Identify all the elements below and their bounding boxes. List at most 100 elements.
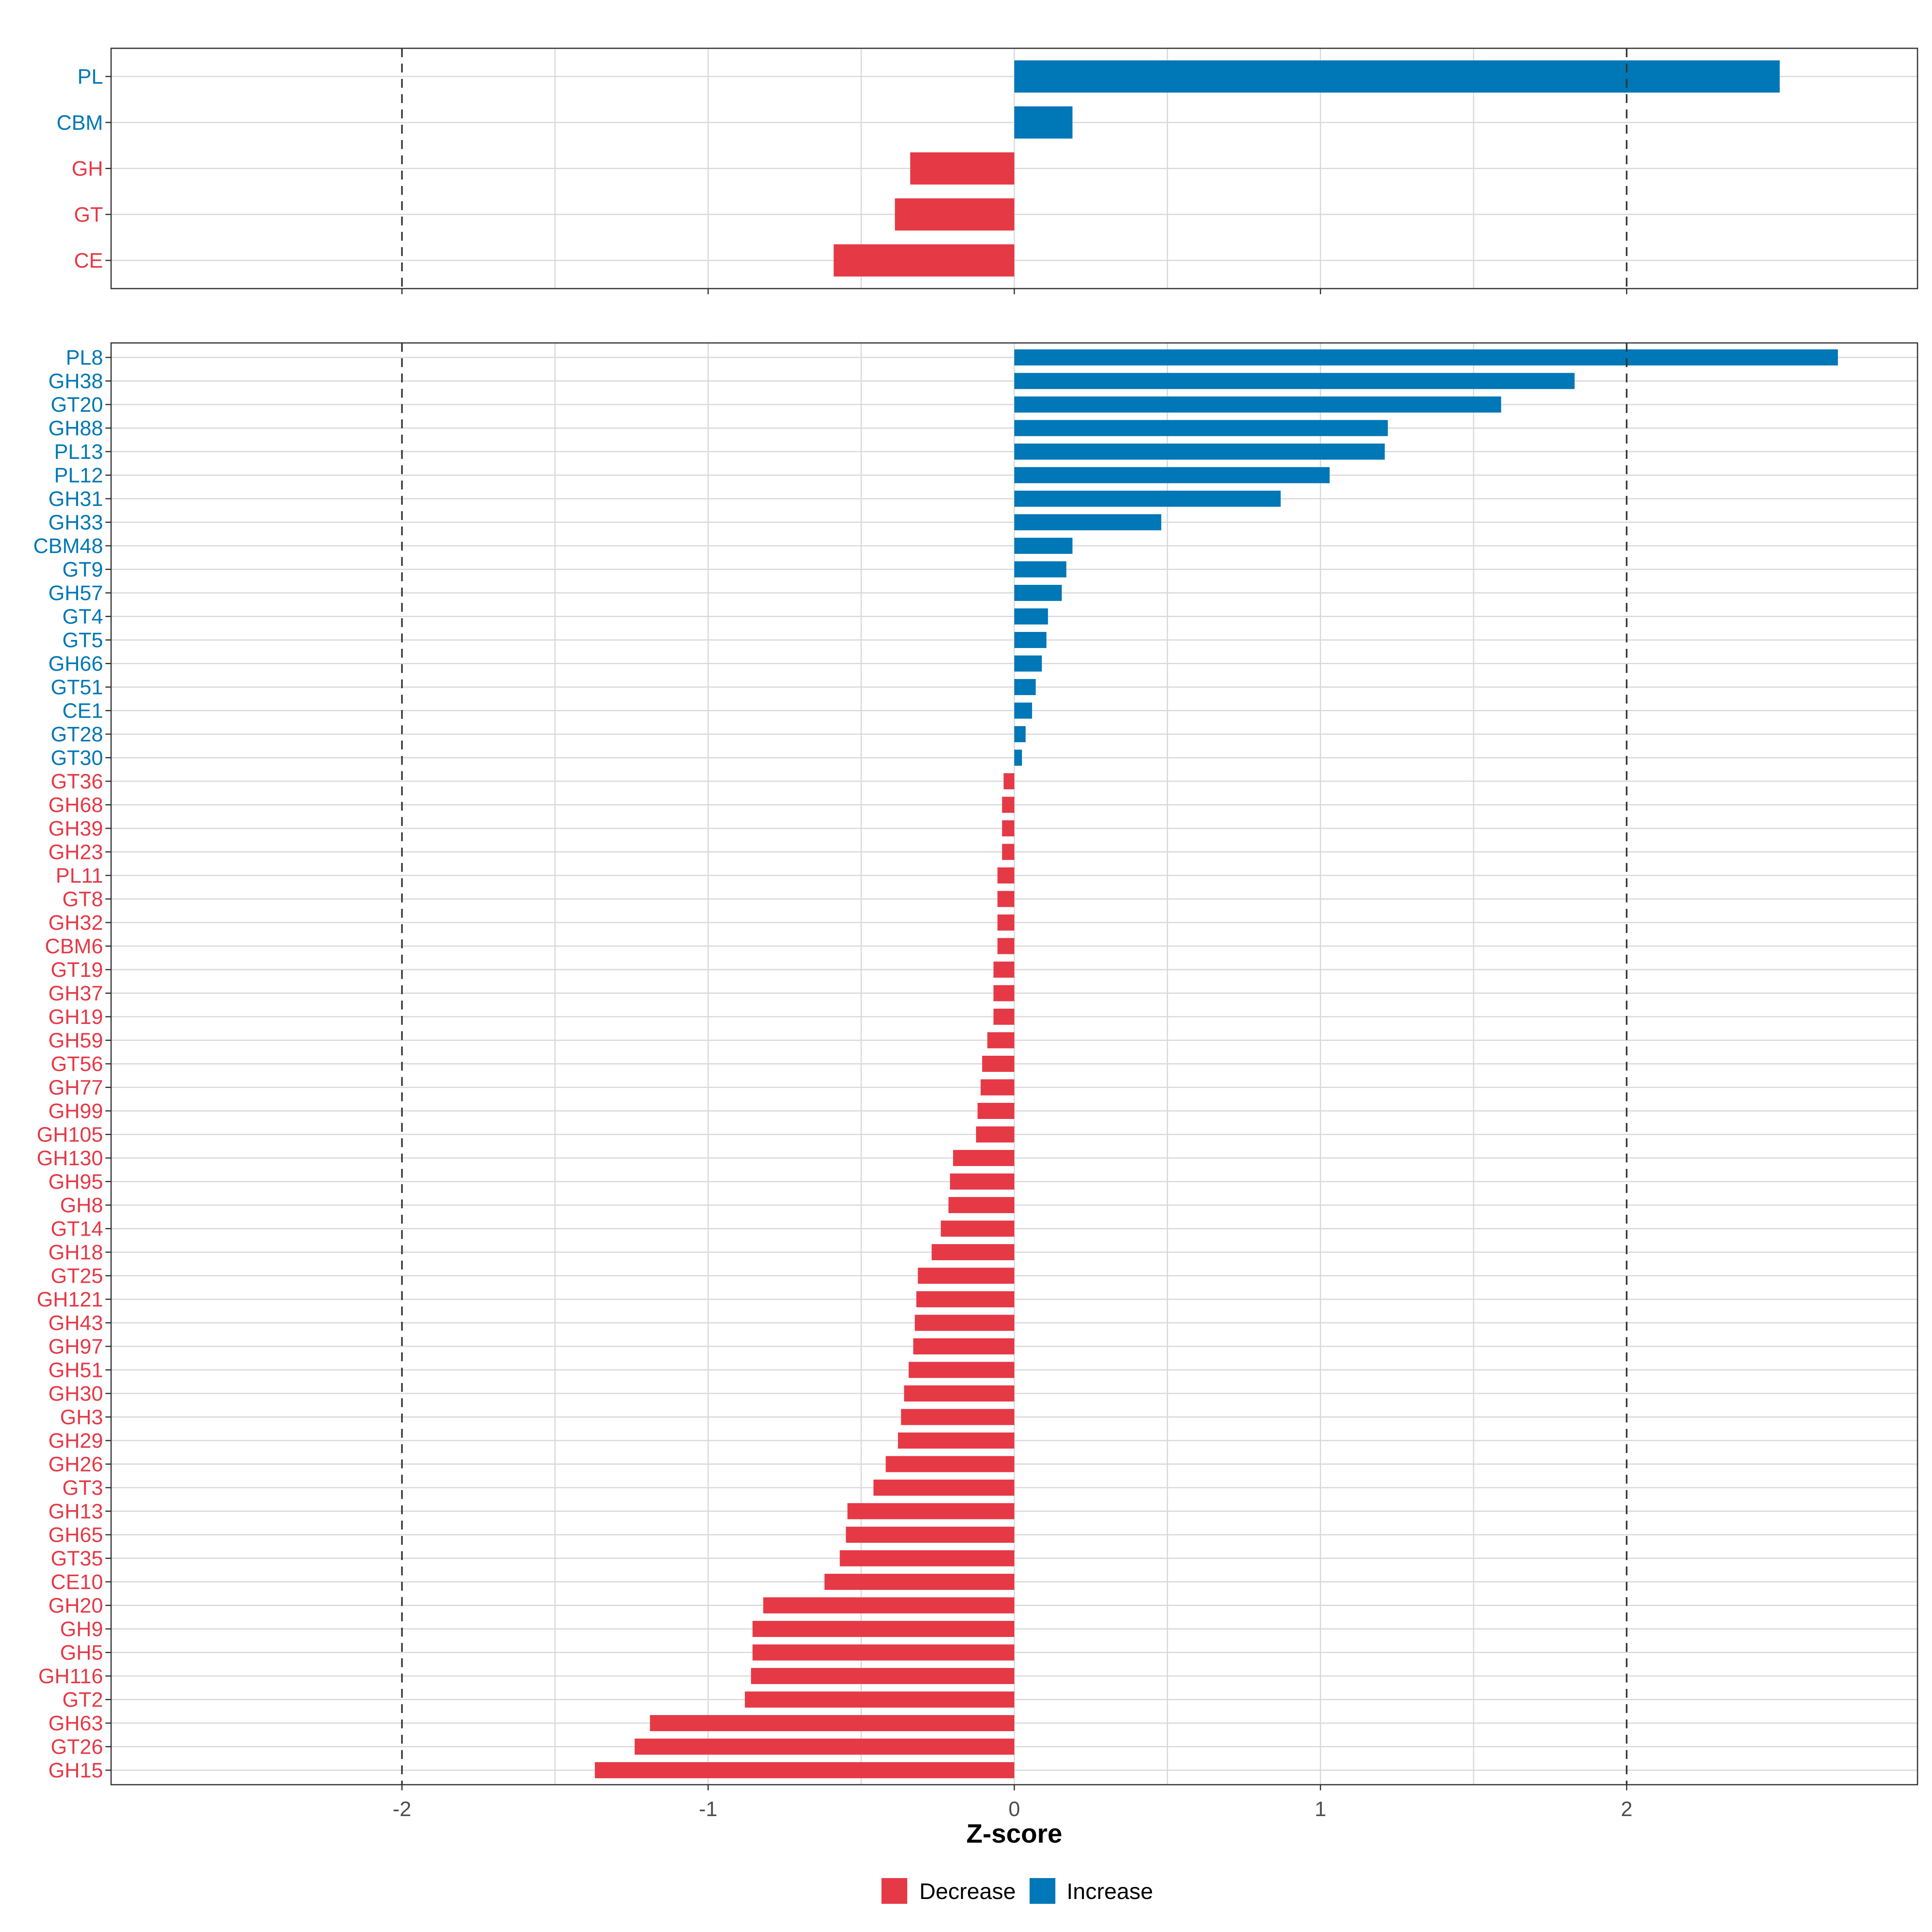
bar-gh63 xyxy=(650,1715,1014,1731)
bar-gh33 xyxy=(1014,514,1162,530)
y-label-gt5: GT5 xyxy=(62,629,103,652)
bar-gh13 xyxy=(847,1503,1014,1519)
x-tick-label: 1 xyxy=(1315,1798,1326,1821)
y-label-gh13: GH13 xyxy=(48,1500,103,1523)
bar-gt14 xyxy=(941,1220,1014,1237)
x-tick-label: -2 xyxy=(393,1798,411,1821)
y-label-gh68: GH68 xyxy=(48,794,103,817)
bar-gt3 xyxy=(873,1480,1014,1496)
y-label-gt14: GT14 xyxy=(51,1218,103,1241)
bar-gh3 xyxy=(901,1409,1014,1425)
y-label-gh9: GH9 xyxy=(60,1618,103,1641)
legend-label-increase: Increase xyxy=(1067,1878,1153,1904)
y-label-gh20: GH20 xyxy=(48,1594,103,1618)
y-label-cbm: CBM xyxy=(56,111,103,134)
bar-gt51 xyxy=(1014,679,1036,695)
bar-gt25 xyxy=(918,1267,1014,1284)
bar-gh59 xyxy=(987,1032,1014,1049)
x-axis: -2 -1 0 1 2 xyxy=(393,1798,1633,1821)
y-label-gh: GH xyxy=(72,157,103,181)
y-label-gh8: GH8 xyxy=(60,1194,103,1217)
y-label-gh65: GH65 xyxy=(48,1523,103,1547)
y-label-gh26: GH26 xyxy=(48,1453,103,1476)
y-label-gh57: GH57 xyxy=(48,582,103,605)
y-label-pl: PL xyxy=(77,65,103,89)
bar-cbm48 xyxy=(1014,538,1073,554)
y-label-gh30: GH30 xyxy=(48,1382,103,1406)
y-label-pl12: PL12 xyxy=(54,464,103,487)
bar-gt20 xyxy=(1014,396,1501,413)
y-label-gt56: GT56 xyxy=(51,1053,103,1076)
y-label-gh66: GH66 xyxy=(48,652,103,676)
y-label-gh130: GH130 xyxy=(37,1147,103,1170)
y-label-gh121: GH121 xyxy=(37,1288,103,1311)
bar-gh9 xyxy=(752,1621,1014,1637)
top-panel: PL CBM GH GT CE xyxy=(56,47,1918,294)
y-label-gh116: GH116 xyxy=(38,1665,103,1688)
bar-gh15 xyxy=(594,1762,1014,1778)
y-label-gh99: GH99 xyxy=(48,1100,103,1123)
bar-gh105 xyxy=(976,1126,1014,1143)
y-label-gh43: GH43 xyxy=(48,1312,103,1335)
bottom-panel: PL8GH38GT20GH88PL13PL12GH31GH33CBM48GT9G… xyxy=(33,342,1918,1790)
bar-gt56 xyxy=(982,1056,1014,1072)
bar-gh121 xyxy=(916,1291,1014,1307)
legend: Decrease Increase xyxy=(881,1878,1153,1904)
bar-gh88 xyxy=(1014,420,1388,436)
y-label-gh29: GH29 xyxy=(48,1429,103,1453)
bar-cbm xyxy=(1014,106,1073,139)
bar-gh95 xyxy=(950,1173,1014,1190)
bar-gh23 xyxy=(1002,844,1014,860)
bar-gh65 xyxy=(846,1527,1014,1543)
bar-gt9 xyxy=(1014,561,1067,578)
bar-gt36 xyxy=(1003,773,1014,789)
bar-ce1 xyxy=(1014,702,1032,719)
legend-swatch-increase xyxy=(1030,1878,1055,1904)
y-label-gt20: GT20 xyxy=(51,393,103,417)
y-label-gt35: GT35 xyxy=(51,1547,103,1571)
bar-gh66 xyxy=(1014,655,1042,672)
bar-gh8 xyxy=(948,1197,1014,1213)
y-label-gt51: GT51 xyxy=(51,676,103,699)
y-label-ce1: CE1 xyxy=(62,700,103,723)
bar-ce xyxy=(834,244,1014,277)
y-label-gt36: GT36 xyxy=(51,770,103,793)
y-label-gh97: GH97 xyxy=(48,1335,103,1358)
bar-gh18 xyxy=(931,1244,1014,1260)
y-label-gt26: GT26 xyxy=(51,1736,103,1759)
bar-gh39 xyxy=(1002,820,1014,836)
y-label-ce: CE xyxy=(74,249,103,272)
y-label-gh19: GH19 xyxy=(48,1005,103,1029)
y-label-gh39: GH39 xyxy=(48,817,103,840)
y-label-gt8: GT8 xyxy=(62,888,103,911)
bar-gh30 xyxy=(904,1385,1014,1402)
y-label-gt2: GT2 xyxy=(62,1688,103,1712)
y-label-gh77: GH77 xyxy=(48,1076,103,1100)
y-label-gt4: GT4 xyxy=(62,605,103,629)
y-label-gh63: GH63 xyxy=(48,1712,103,1735)
bar-gt19 xyxy=(993,962,1014,978)
x-tick-label: 2 xyxy=(1621,1798,1633,1821)
bar-gh26 xyxy=(886,1456,1014,1472)
y-label-gh23: GH23 xyxy=(48,841,103,864)
bar-gt xyxy=(895,198,1014,231)
y-label-ce10: CE10 xyxy=(51,1571,103,1594)
bar-pl13 xyxy=(1014,444,1385,460)
y-label-pl13: PL13 xyxy=(54,440,103,464)
y-label-gh18: GH18 xyxy=(48,1241,103,1264)
y-label-gh32: GH32 xyxy=(48,911,103,935)
y-label-gh105: GH105 xyxy=(37,1123,103,1147)
bar-ce10 xyxy=(824,1574,1014,1590)
y-label-gh38: GH38 xyxy=(48,370,103,393)
bar-gh116 xyxy=(751,1668,1014,1684)
bar-gt28 xyxy=(1014,726,1026,742)
bar-gh77 xyxy=(980,1079,1014,1096)
y-label-gt3: GT3 xyxy=(62,1476,103,1500)
bar-gt30 xyxy=(1014,749,1022,766)
y-label-gt28: GT28 xyxy=(51,723,103,746)
y-label-gh37: GH37 xyxy=(48,982,103,1005)
bar-gh99 xyxy=(977,1103,1014,1119)
bar-gt8 xyxy=(997,891,1014,907)
bar-gt2 xyxy=(745,1691,1014,1708)
